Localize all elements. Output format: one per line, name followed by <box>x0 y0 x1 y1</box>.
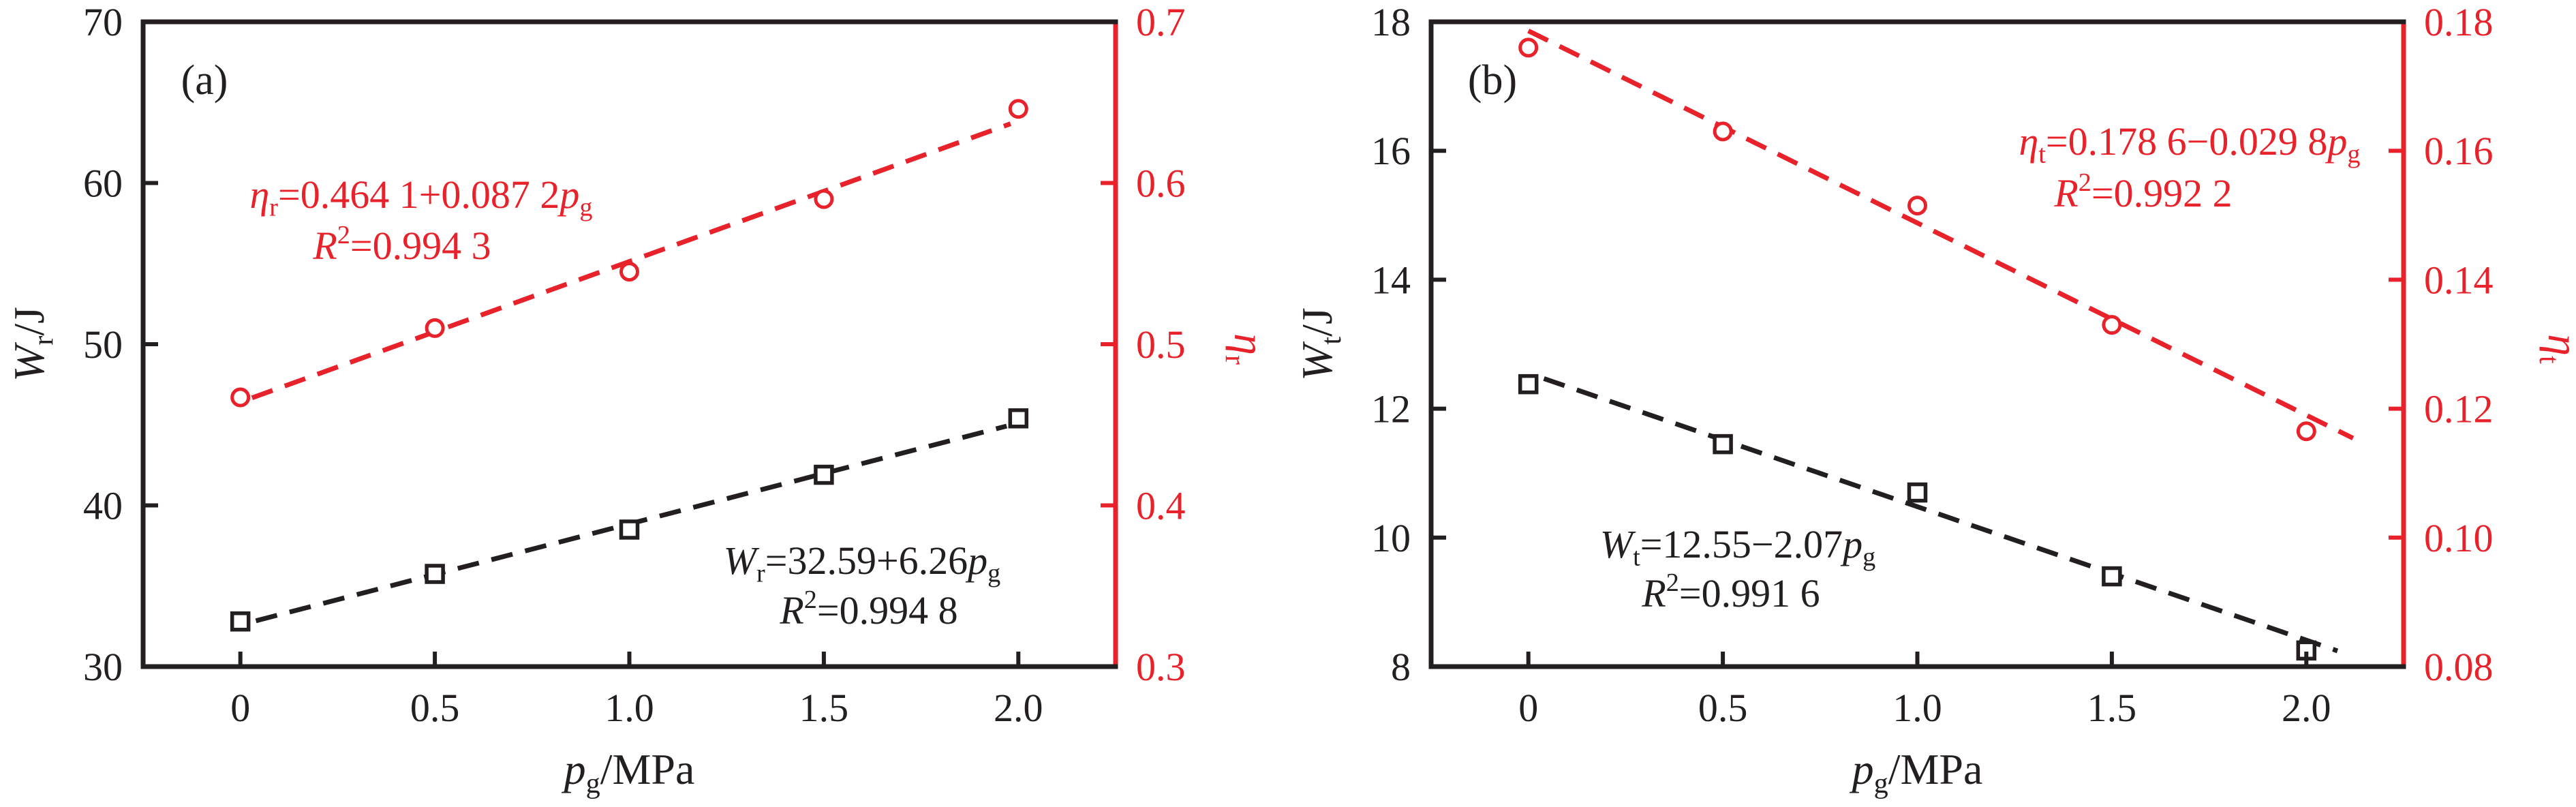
annotation-wr-equation-line2: R2=0.994 8 <box>779 585 957 633</box>
marker-circle-eta_r <box>619 262 639 282</box>
marker-square-Wt <box>1518 374 1539 395</box>
right-axis-tick-label: 0.12 <box>2424 387 2494 431</box>
x-axis-tick-label: 0 <box>1518 686 1538 730</box>
annotation-eta-t-equation-line1: ηt=0.178 6−0.029 8pg <box>2019 119 2361 169</box>
panel-b: 0 0.5 1.0 1.5 2.0 8 10 12 14 16 18 0.08 0.10 0.12 0.14… <box>1293 0 2576 800</box>
fit-line-eta_r <box>251 121 1012 401</box>
left-axis-tick-label: 40 <box>83 484 123 528</box>
panel-b-label: (b) <box>1468 57 1517 104</box>
right-axis-title: ηt <box>2533 334 2576 364</box>
annotation-eta-r-equation-line2: R2=0.994 3 <box>312 221 491 268</box>
marker-square-Wr <box>230 611 251 632</box>
marker-square-Wt <box>1713 433 1733 455</box>
x-axis-tick-label: 0.5 <box>1698 686 1748 730</box>
left-axis-title: Wr/J <box>5 307 59 382</box>
left-axis-tick-label: 30 <box>83 645 123 689</box>
panel-b-generated: 0 0.5 1.0 1.5 2.0 8 10 12 14 16 18 0.08 0.10 0.12 0.14… <box>1293 0 2576 800</box>
x-axis-tick-label: 1.0 <box>604 686 654 730</box>
right-axis-title: ηr <box>1219 333 1274 365</box>
left-axis-tick-label: 14 <box>1371 258 1411 302</box>
right-axis-tick-label: 0.4 <box>1136 484 1186 528</box>
x-axis-tick-label: 2.0 <box>2282 686 2331 730</box>
marker-square-Wr <box>1008 408 1029 429</box>
right-axis-tick-label: 0.7 <box>1136 0 1186 44</box>
marker-circle-eta_t <box>1907 196 1927 216</box>
annotation-wt-equation-line2: R2=0.991 6 <box>1641 568 1820 615</box>
marker-circle-eta_r <box>230 387 251 408</box>
x-axis-title: pg/MPa <box>1850 745 1983 800</box>
panel-a: 0 0.5 1.0 1.5 2.0 30 40 50 60 70 0.3 0.4 0.5 0.6 0.7 pg… <box>5 0 1274 800</box>
left-axis-tick-label: 10 <box>1371 516 1411 560</box>
marker-square-Wr <box>619 519 640 540</box>
marker-circle-eta_r <box>814 189 834 209</box>
marker-circle-eta_t <box>2102 315 2122 335</box>
annotation-eta-t-equation-line2: R2=0.992 2 <box>2053 168 2232 215</box>
right-axis-tick-label: 0.6 <box>1136 162 1186 206</box>
panel-a-generated: 0 0.5 1.0 1.5 2.0 30 40 50 60 70 0.3 0.4 0.5 0.6 0.7 pg… <box>5 0 1274 800</box>
marker-square-Wt <box>2102 566 2122 587</box>
marker-circle-eta_t <box>1518 37 1539 58</box>
marker-square-Wr <box>814 464 834 485</box>
x-axis-tick-label: 1.5 <box>2087 686 2137 730</box>
x-axis-tick-label: 0 <box>230 686 250 730</box>
right-axis-tick-label: 0.10 <box>2424 516 2494 560</box>
right-axis-tick-label: 0.18 <box>2424 0 2494 44</box>
left-axis-tick-label: 8 <box>1391 645 1411 689</box>
x-axis-tick-label: 1.0 <box>1892 686 1942 730</box>
right-axis-tick-label: 0.5 <box>1136 322 1186 367</box>
left-axis-tick-label: 16 <box>1371 129 1411 173</box>
x-axis-title: pg/MPa <box>562 745 695 800</box>
right-axis-tick-label: 0.08 <box>2424 645 2494 689</box>
fit-line-Wt <box>1543 376 2339 654</box>
left-axis-tick-label: 50 <box>83 322 123 367</box>
marker-circle-eta_t <box>1713 121 1733 142</box>
x-axis-tick-label: 0.5 <box>410 686 460 730</box>
panel-a-label: (a) <box>181 57 228 104</box>
left-axis-tick-label: 12 <box>1371 387 1411 431</box>
annotation-eta-r-equation-line1: ηr=0.464 1+0.087 2pg <box>249 172 592 222</box>
marker-square-Wr <box>425 564 445 584</box>
left-axis-tick-label: 60 <box>83 162 123 206</box>
left-axis-title: Wt/J <box>1293 307 1347 381</box>
right-axis-tick-label: 0.3 <box>1136 645 1186 689</box>
annotation-wt-equation-line1: Wt=12.55−2.07pg <box>1600 522 1876 572</box>
marker-circle-eta_r <box>1008 99 1028 119</box>
marker-circle-eta_r <box>425 318 445 338</box>
annotation-wr-equation-line1: Wr=32.59+6.26pg <box>724 538 1001 588</box>
left-axis-tick-label: 18 <box>1371 0 1411 44</box>
marker-circle-eta_t <box>2296 421 2316 442</box>
marker-square-Wt <box>1907 482 1928 503</box>
x-axis-tick-label: 1.5 <box>799 686 849 730</box>
fit-line-eta_t <box>1527 29 2355 441</box>
left-axis-tick-label: 70 <box>83 0 123 44</box>
x-axis-tick-label: 2.0 <box>994 686 1043 730</box>
right-axis-tick-label: 0.16 <box>2424 129 2494 173</box>
right-axis-tick-label: 0.14 <box>2424 258 2494 302</box>
